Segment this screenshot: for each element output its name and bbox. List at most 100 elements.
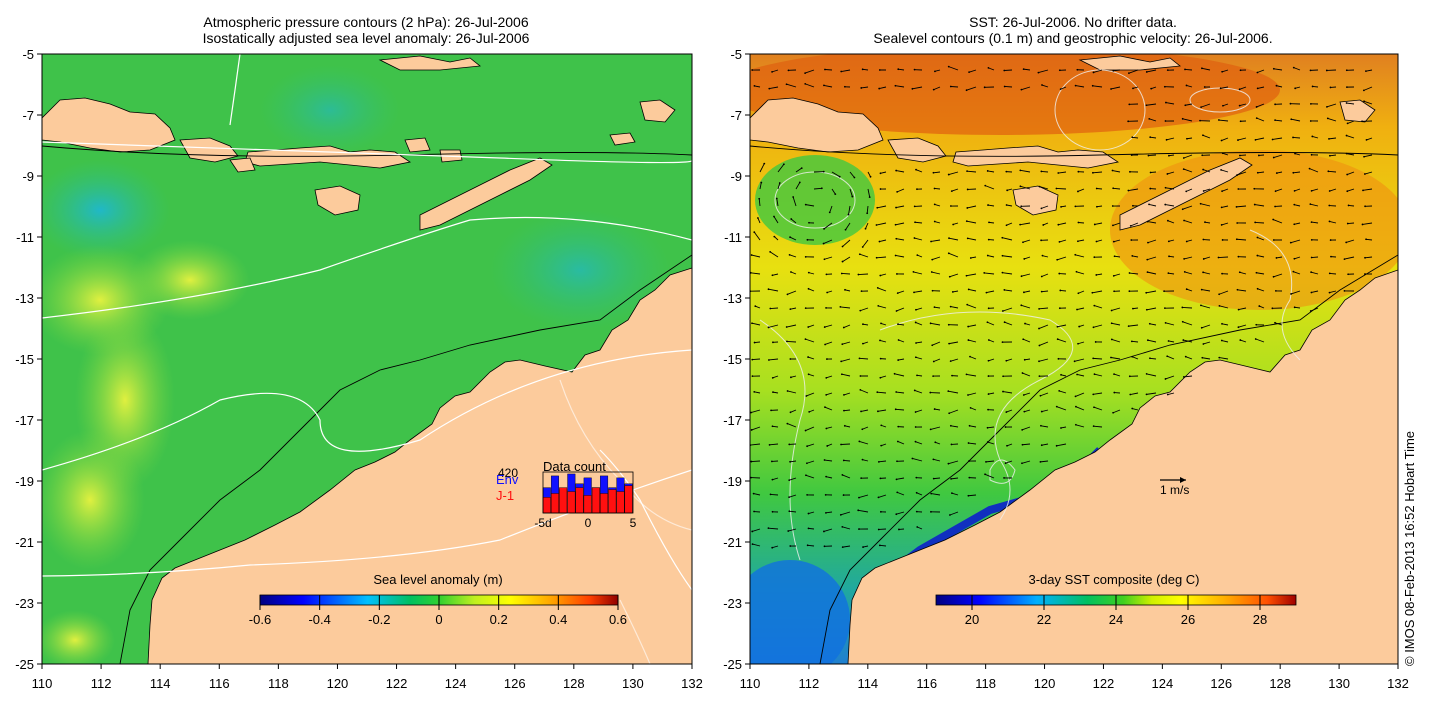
velocity-vector-head bbox=[879, 172, 882, 175]
velocity-vector-head bbox=[1327, 170, 1330, 173]
velocity-vector bbox=[933, 477, 941, 480]
velocity-vector-head bbox=[1346, 86, 1348, 89]
velocity-vector bbox=[1039, 307, 1049, 310]
velocity-vector-head bbox=[751, 69, 754, 71]
velocity-vector bbox=[1219, 357, 1229, 360]
velocity-vector bbox=[880, 273, 887, 276]
velocity-vector-head bbox=[914, 356, 917, 359]
velocity-vector-head bbox=[1004, 426, 1007, 428]
velocity-vector bbox=[1038, 324, 1049, 329]
velocity-vector-head bbox=[862, 323, 864, 326]
velocity-vector bbox=[934, 203, 941, 207]
velocity-vector-head bbox=[965, 89, 968, 92]
x-tick-label: 120 bbox=[327, 676, 349, 691]
velocity-vector-head bbox=[751, 358, 754, 361]
velocity-vector bbox=[754, 341, 761, 344]
velocity-vector bbox=[754, 85, 761, 88]
velocity-vector bbox=[1094, 222, 1103, 225]
velocity-vector bbox=[915, 356, 923, 360]
velocity-vector-head bbox=[1166, 69, 1169, 72]
velocity-vector-head bbox=[933, 408, 936, 410]
velocity-vector-head bbox=[751, 543, 754, 546]
y-tick-label: -13 bbox=[15, 291, 34, 306]
velocity-vector-head bbox=[1112, 411, 1115, 414]
x-tick-label: 118 bbox=[975, 676, 996, 691]
velocity-vector bbox=[843, 392, 851, 396]
velocity-vector bbox=[859, 357, 869, 360]
velocity-vector bbox=[1058, 171, 1067, 174]
x-tick-label: 120 bbox=[1034, 676, 1056, 691]
velocity-vector-head bbox=[843, 85, 846, 88]
velocity-vector-head bbox=[875, 224, 878, 226]
velocity-vector bbox=[1363, 154, 1373, 158]
velocity-vector-head bbox=[1111, 205, 1114, 207]
velocity-vector-head bbox=[1308, 167, 1311, 170]
velocity-vector-head bbox=[987, 359, 990, 362]
velocity-vector-head bbox=[1309, 120, 1312, 122]
velocity-vector bbox=[897, 491, 905, 496]
velocity-vector bbox=[1075, 85, 1085, 88]
velocity-vector-head bbox=[1256, 171, 1259, 174]
velocity-vector-head bbox=[1345, 102, 1348, 104]
velocity-vector-head bbox=[1166, 393, 1169, 396]
velocity-vector bbox=[1005, 460, 1013, 464]
velocity-vector bbox=[1203, 188, 1211, 192]
velocity-vector bbox=[1041, 409, 1049, 412]
velocity-vector bbox=[1201, 324, 1211, 329]
velocity-vector-head bbox=[895, 478, 898, 481]
velocity-vector bbox=[795, 167, 802, 173]
velocity-vector-head bbox=[1163, 85, 1166, 88]
velocity-vector-head bbox=[1238, 271, 1241, 274]
velocity-vector bbox=[808, 373, 815, 377]
velocity-vector bbox=[948, 390, 959, 394]
velocity-vector bbox=[967, 205, 977, 209]
velocity-vector bbox=[896, 170, 905, 173]
velocity-vector bbox=[949, 409, 959, 414]
velocity-vector-head bbox=[1113, 255, 1116, 258]
y-tick-label: -5 bbox=[22, 47, 34, 62]
y-tick-label: -23 bbox=[723, 596, 742, 611]
velocity-vector-head bbox=[930, 510, 932, 513]
velocity-vector bbox=[968, 442, 977, 445]
velocity-vector-head bbox=[879, 188, 882, 190]
right-isobath-2 bbox=[819, 254, 1398, 664]
velocity-vector-head bbox=[1005, 411, 1008, 413]
velocity-vector-head bbox=[1020, 304, 1023, 307]
velocity-vector bbox=[750, 443, 761, 446]
velocity-vector-head bbox=[1204, 221, 1206, 224]
velocity-vector-head bbox=[931, 289, 934, 292]
velocity-vector bbox=[1092, 85, 1103, 88]
velocity-vector-head bbox=[751, 322, 753, 325]
velocity-vector bbox=[804, 69, 815, 74]
y-tick-label: -23 bbox=[15, 596, 34, 611]
right-velocity-vectors bbox=[750, 65, 1373, 549]
velocity-vector bbox=[1328, 170, 1337, 173]
inset-max-label: 420 bbox=[498, 466, 518, 480]
velocity-vector-head bbox=[1292, 66, 1295, 69]
velocity-vector bbox=[1275, 188, 1283, 192]
velocity-vector bbox=[805, 204, 815, 207]
velocity-vector-head bbox=[1186, 137, 1188, 140]
velocity-vector bbox=[789, 494, 797, 498]
velocity-vector-head bbox=[789, 358, 792, 360]
velocity-vector-head bbox=[1038, 375, 1041, 378]
velocity-vector bbox=[877, 205, 887, 209]
velocity-vector bbox=[1129, 272, 1139, 275]
velocity-vector-head bbox=[767, 288, 770, 291]
velocity-vector-head bbox=[1235, 238, 1238, 241]
x-tick-label: 128 bbox=[563, 676, 585, 691]
velocity-vector bbox=[984, 272, 995, 275]
velocity-vector bbox=[1182, 321, 1193, 326]
velocity-vector bbox=[1237, 289, 1247, 292]
velocity-vector-head bbox=[839, 513, 842, 516]
velocity-vector-head bbox=[1310, 221, 1313, 224]
velocity-vector bbox=[805, 426, 815, 431]
velocity-vector-head bbox=[864, 227, 867, 230]
velocity-vector-head bbox=[876, 287, 879, 289]
velocity-vector-head bbox=[932, 458, 935, 461]
velocity-vector bbox=[1128, 69, 1139, 74]
velocity-vector-head bbox=[1222, 104, 1224, 107]
velocity-vector-head bbox=[775, 197, 778, 200]
velocity-vector bbox=[1004, 86, 1013, 88]
velocity-vector-head bbox=[1254, 138, 1257, 141]
